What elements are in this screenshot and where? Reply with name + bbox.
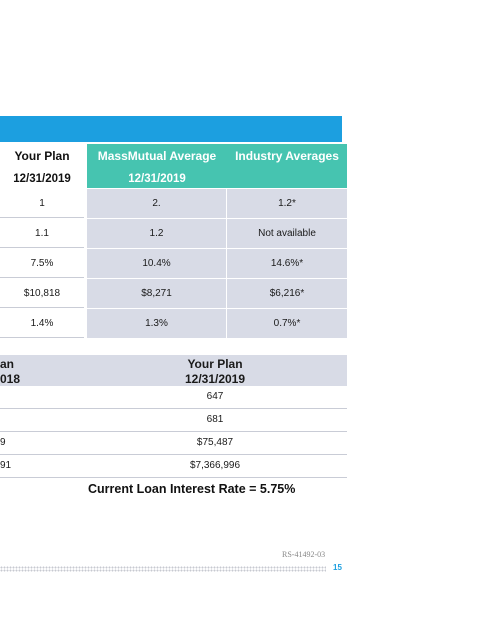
header-massmutual-average: MassMutual Average 12/31/2019 (87, 144, 227, 188)
your-plan-header-title: Your Plan (187, 357, 243, 371)
table-row: 647 (0, 386, 347, 409)
cell-massmutual: 10.4% (87, 249, 226, 278)
table-row: 9 $75,487 (0, 432, 347, 455)
section-banner (0, 116, 342, 142)
cell-industry: 1.2* (227, 189, 347, 218)
table-row: 7.5% 10.4% 14.6%* (0, 249, 347, 278)
loan-interest-rate: Current Loan Interest Rate = 5.75% (88, 482, 296, 496)
table-row: 681 (0, 409, 347, 432)
prior-plan-header-date: 018 (0, 372, 21, 386)
header-date: 12/31/2019 (13, 173, 71, 185)
page-number: 15 (333, 563, 342, 572)
cell-your-plan: 1.4% (0, 309, 84, 338)
your-plan-header-date: 12/31/2019 (184, 372, 246, 386)
cell-massmutual: $8,271 (87, 279, 226, 308)
cell-your-plan: $7,366,996 (189, 460, 241, 471)
header-title: Your Plan (14, 149, 70, 163)
cell-your-plan: 647 (206, 391, 224, 402)
prior-plan-header-title: an (0, 357, 15, 371)
cell-industry: Not available (227, 219, 347, 248)
cell-massmutual: 1.3% (87, 309, 226, 338)
cell-your-plan: 681 (206, 414, 224, 425)
table-row: 1.1 1.2 Not available (0, 219, 347, 248)
comparison-table: Your Plan 12/31/2019 MassMutual Average … (0, 144, 347, 338)
table-row: 91 $7,366,996 (0, 455, 347, 478)
header-your-plan: Your Plan 12/31/2019 (0, 144, 84, 188)
dotted-footer-rule (0, 566, 326, 572)
comparison-table-header: Your Plan 12/31/2019 MassMutual Average … (0, 144, 347, 188)
document-id: RS-41492-03 (282, 550, 326, 559)
header-industry-averages: Industry Averages (227, 144, 347, 188)
cell-massmutual: 1.2 (87, 219, 226, 248)
cell-industry: $6,216* (227, 279, 347, 308)
plan-table-header: an 018 Your Plan 12/31/2019 (0, 355, 347, 386)
table-row: 1 2. 1.2* (0, 189, 347, 218)
cell-your-plan: $10,818 (0, 279, 84, 308)
cell-industry: 0.7%* (227, 309, 347, 338)
cell-massmutual: 2. (87, 189, 226, 218)
cell-your-plan: 1.1 (0, 219, 84, 248)
header-date: 12/31/2019 (128, 173, 186, 185)
cell-industry: 14.6%* (227, 249, 347, 278)
cell-your-plan: $75,487 (196, 437, 234, 448)
table-row: $10,818 $8,271 $6,216* (0, 279, 347, 308)
cell-your-plan: 7.5% (0, 249, 84, 278)
plan-table: an 018 Your Plan 12/31/2019 647 681 9 $7… (0, 355, 347, 478)
cell-prior-plan: 91 (0, 460, 12, 471)
table-row: 1.4% 1.3% 0.7%* (0, 309, 347, 338)
cell-prior-plan: 9 (0, 437, 6, 448)
header-title: Industry Averages (235, 149, 339, 163)
cell-your-plan: 1 (0, 189, 84, 218)
header-title: MassMutual Average (97, 149, 217, 163)
